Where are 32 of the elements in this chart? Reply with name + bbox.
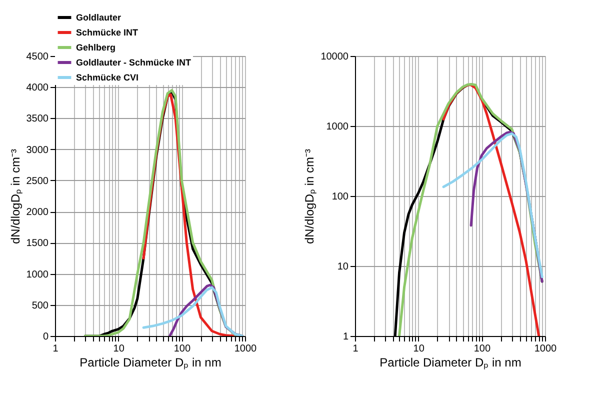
- y-tick-label: 10: [337, 262, 349, 272]
- y-tick-label: 4500: [26, 52, 49, 62]
- y-tick-label: 10000: [320, 52, 349, 62]
- y-tick-label: 1000: [26, 269, 49, 280]
- x-tick-label: 100: [474, 344, 491, 354]
- legend-label: Schmücke INT: [76, 28, 139, 38]
- y-tick-label: 4000: [26, 82, 49, 94]
- y-tick-label: 1: [342, 332, 349, 342]
- y-tick-label: 0: [42, 332, 49, 342]
- y-tick-label: 100: [332, 192, 349, 202]
- x-tick-label: 1: [52, 344, 59, 354]
- x-tick-label: 100: [174, 344, 191, 354]
- y-axis-title: dN/dlogDₚ in cm⁻³: [302, 148, 317, 244]
- y-tick-label: 500: [32, 300, 49, 312]
- x-axis-title: Particle Diameter Dₚ in nm: [380, 356, 522, 370]
- legend-label: Gehlberg: [76, 42, 116, 52]
- x-tick-label: 10: [113, 344, 125, 354]
- y-axis-title: dN/dlogDₚ in cm⁻³: [8, 148, 22, 244]
- y-tick-label: 1500: [26, 238, 49, 250]
- y-tick-label: 2000: [26, 207, 49, 218]
- y-tick-label: 2500: [26, 176, 49, 187]
- legend-label: Goldlauter - Schmücke INT: [76, 58, 192, 68]
- x-tick-label: 1000: [234, 344, 258, 354]
- y-tick-label: 1000: [326, 122, 349, 132]
- legend-label: Schmücke CVI: [76, 72, 139, 82]
- y-tick-label: 3500: [26, 114, 49, 125]
- x-tick-label: 10: [413, 344, 425, 354]
- x-tick-label: 1000: [534, 344, 558, 354]
- x-tick-label: 1: [352, 344, 359, 354]
- x-axis-title: Particle Diameter Dₚ in nm: [80, 356, 222, 370]
- y-tick-label: 3000: [26, 144, 49, 156]
- legend-label: Goldlauter: [76, 12, 122, 22]
